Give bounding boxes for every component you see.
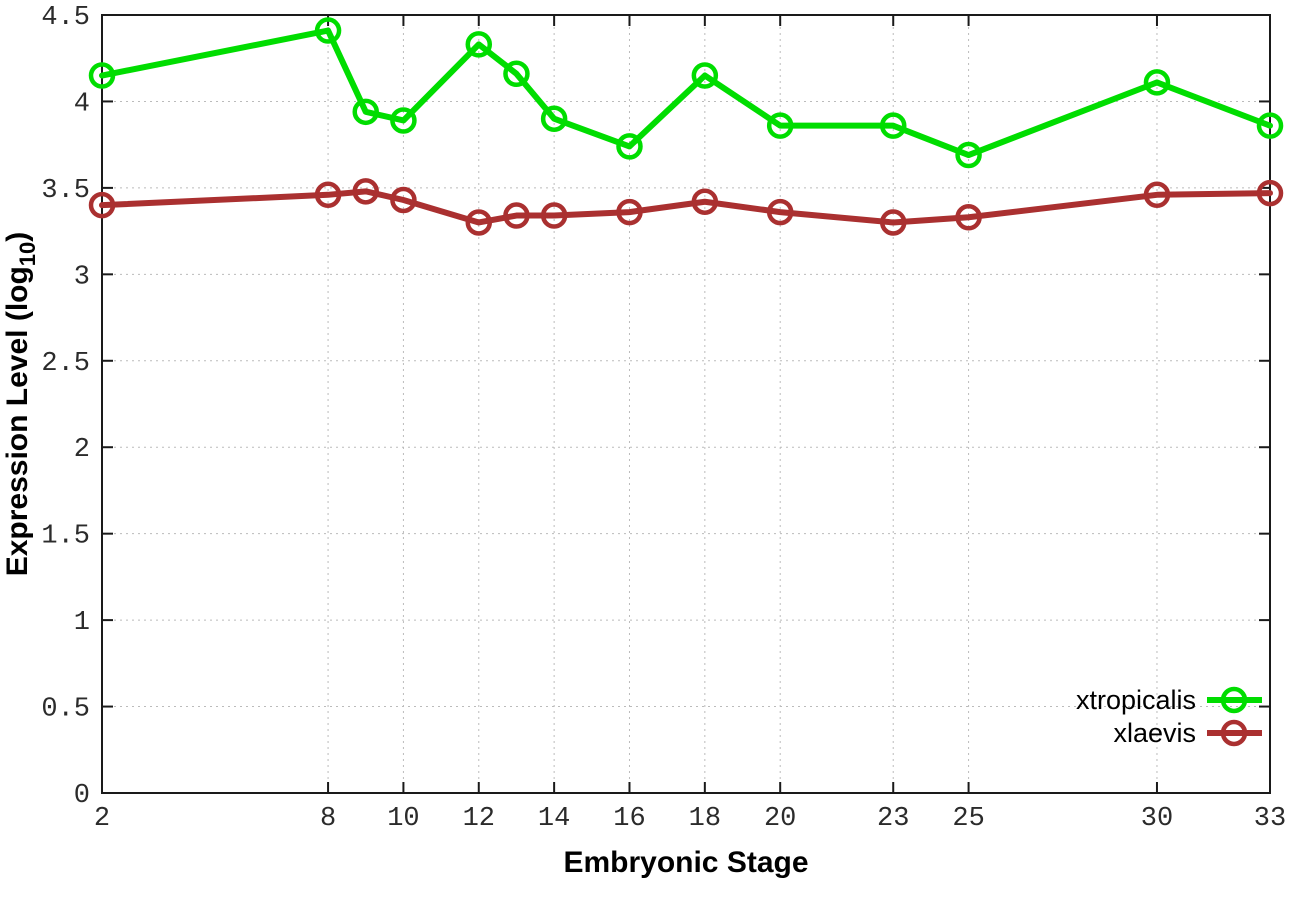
legend-label: xtropicalis: [1076, 685, 1196, 715]
series-xlaevis: [88, 178, 1284, 236]
plot-border: [101, 14, 1271, 794]
data-point-xtropicalis: [1256, 112, 1284, 139]
y-tick-label: 2: [74, 435, 90, 465]
data-point-xtropicalis: [465, 31, 493, 58]
data-point-xlaevis: [879, 209, 907, 236]
data-point-xtropicalis: [314, 17, 342, 44]
data-point-xtropicalis: [691, 62, 719, 89]
y-tick-label: 0.5: [41, 695, 90, 725]
x-tick-label: 8: [320, 804, 336, 834]
data-point-xtropicalis: [503, 60, 530, 88]
data-point-xlaevis: [540, 202, 568, 229]
x-tick-label: 10: [387, 804, 419, 834]
legend-label: xlaevis: [1113, 718, 1196, 748]
data-point-xlaevis: [1256, 179, 1284, 207]
x-tick-label: 23: [877, 804, 909, 834]
data-point-xlaevis: [955, 204, 982, 231]
x-axis-label: Embryonic Stage: [563, 846, 808, 879]
data-point-xlaevis: [691, 188, 719, 215]
x-tick-label: 33: [1254, 804, 1286, 834]
data-point-xtropicalis: [352, 98, 379, 126]
x-tick-label: 12: [463, 804, 495, 834]
data-point-xtropicalis: [540, 105, 568, 132]
legend-item-xtropicalis: xtropicalis: [1076, 685, 1262, 715]
x-tick-label: 14: [538, 804, 570, 834]
data-point-xtropicalis: [616, 133, 643, 160]
data-point-xtropicalis: [88, 62, 116, 89]
data-point-xlaevis: [766, 198, 794, 226]
y-tick-label: 0: [74, 781, 90, 811]
x-tick-label: 20: [764, 804, 796, 834]
data-point-xlaevis: [1143, 181, 1171, 209]
data-point-xlaevis: [616, 198, 643, 226]
y-tick-label: 4: [74, 89, 90, 119]
series-xtropicalis: [88, 17, 1284, 169]
data-point-xlaevis: [88, 191, 116, 219]
legend-marker-icon: [1220, 686, 1248, 714]
x-tick-label: 18: [689, 804, 721, 834]
y-tick-label: 2.5: [41, 349, 90, 379]
x-tick-label: 25: [952, 804, 984, 834]
y-tick-label: 1: [74, 608, 90, 638]
data-point-xtropicalis: [390, 107, 417, 134]
x-tick-label: 16: [613, 804, 645, 834]
x-tick-label: 30: [1141, 804, 1173, 834]
y-axis-label: Expression Level (log10): [1, 232, 40, 577]
y-tick-label: 1.5: [41, 522, 90, 552]
data-point-xtropicalis: [955, 141, 982, 169]
legend-marker-icon: [1220, 719, 1248, 747]
data-point-xlaevis: [352, 178, 379, 205]
data-point-xlaevis: [465, 209, 493, 236]
x-tick-labels: 2 8 10 12 14 16 18 20 23 25 30 33: [94, 804, 1286, 834]
data-point-xlaevis: [390, 186, 417, 214]
series-line-xtropicalis: [99, 27, 1273, 159]
y-tick-label: 4.5: [41, 3, 90, 33]
legend-item-xlaevis: xlaevis: [1113, 718, 1262, 748]
data-point-xtropicalis: [879, 112, 907, 139]
data-point-xlaevis: [314, 181, 342, 209]
y-tick-label: 3: [74, 262, 90, 292]
data-point-xlaevis: [503, 202, 530, 229]
y-tick-labels: 0 0.5 1 1.5 2 2.5 3 3.5 4 4.5: [41, 3, 90, 811]
y-tick-label: 3.5: [41, 176, 90, 206]
data-point-xtropicalis: [1143, 69, 1171, 96]
data-point-xtropicalis: [766, 112, 794, 139]
x-tick-label: 2: [94, 804, 110, 834]
